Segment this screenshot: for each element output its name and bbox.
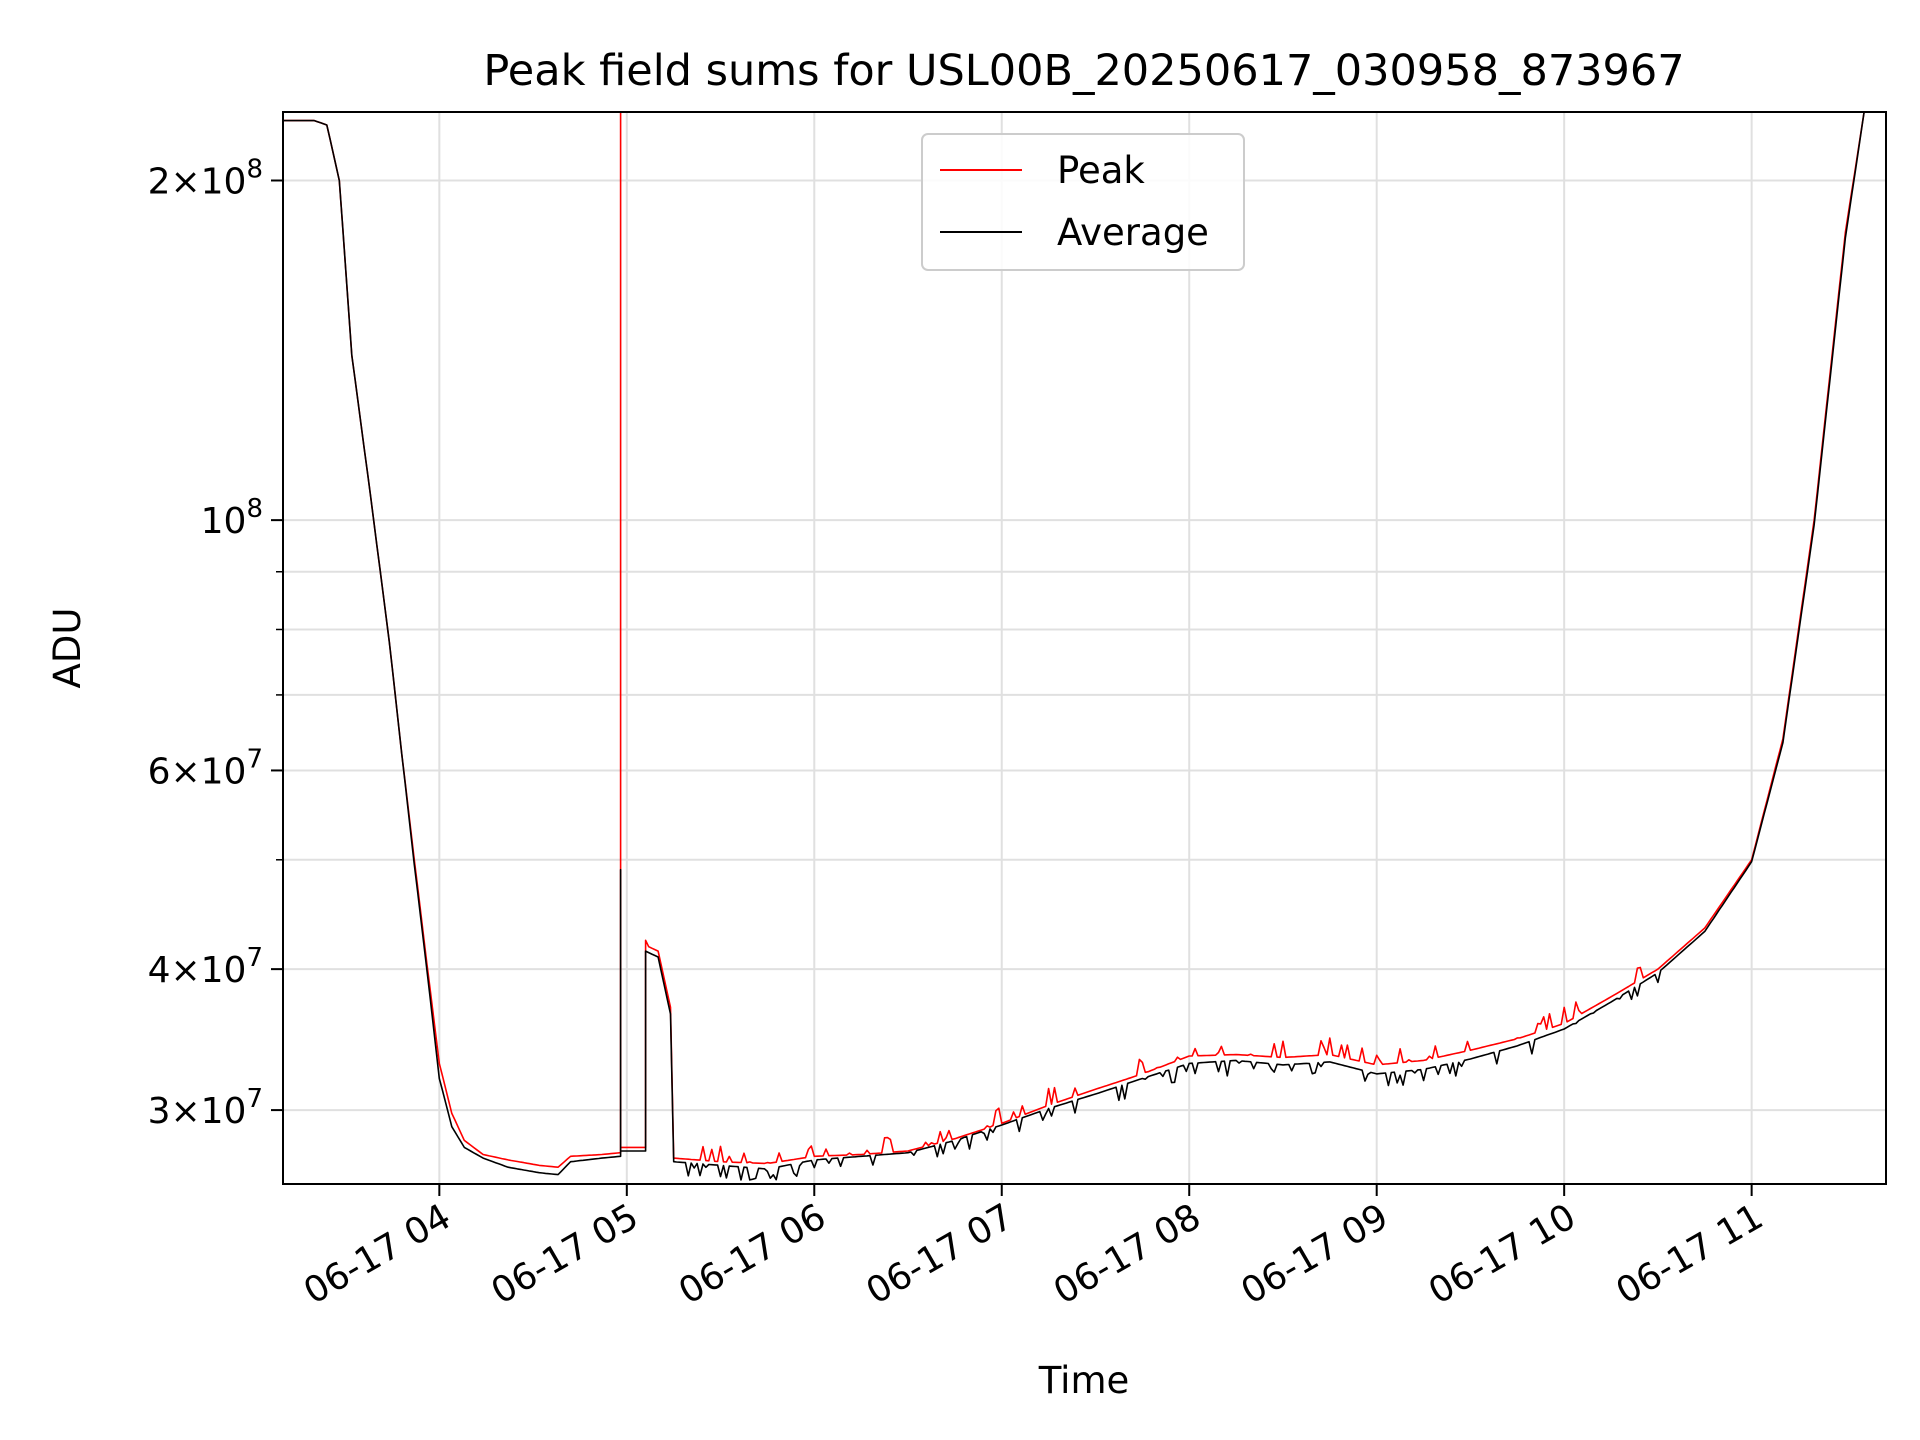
legend-label-average: Average [1057,211,1209,254]
series-line-peak [283,112,1865,1168]
chart-title: Peak field sums for USL00B_20250617_0309… [483,46,1684,96]
series-layer [283,112,1865,1181]
y-tick-label: 3×107 [148,1084,263,1132]
y-axis-label: ADU [46,608,89,689]
y-tick-label: 108 [201,494,263,542]
y-tick-label: 2×108 [148,154,263,202]
legend-label-peak: Peak [1057,149,1145,192]
y-axis: 3×107 4×107 6×107 108 2×108 [148,154,283,1132]
y-tick-label: 6×107 [148,744,263,792]
x-axis-label: Time [1038,1359,1130,1402]
legend: Peak Average [921,133,1245,271]
series-line-average [283,112,1865,1181]
y-tick-label: 4×107 [148,943,263,991]
grid [283,112,1886,1184]
legend-box [921,133,1245,271]
plot-frame [282,111,1887,1185]
